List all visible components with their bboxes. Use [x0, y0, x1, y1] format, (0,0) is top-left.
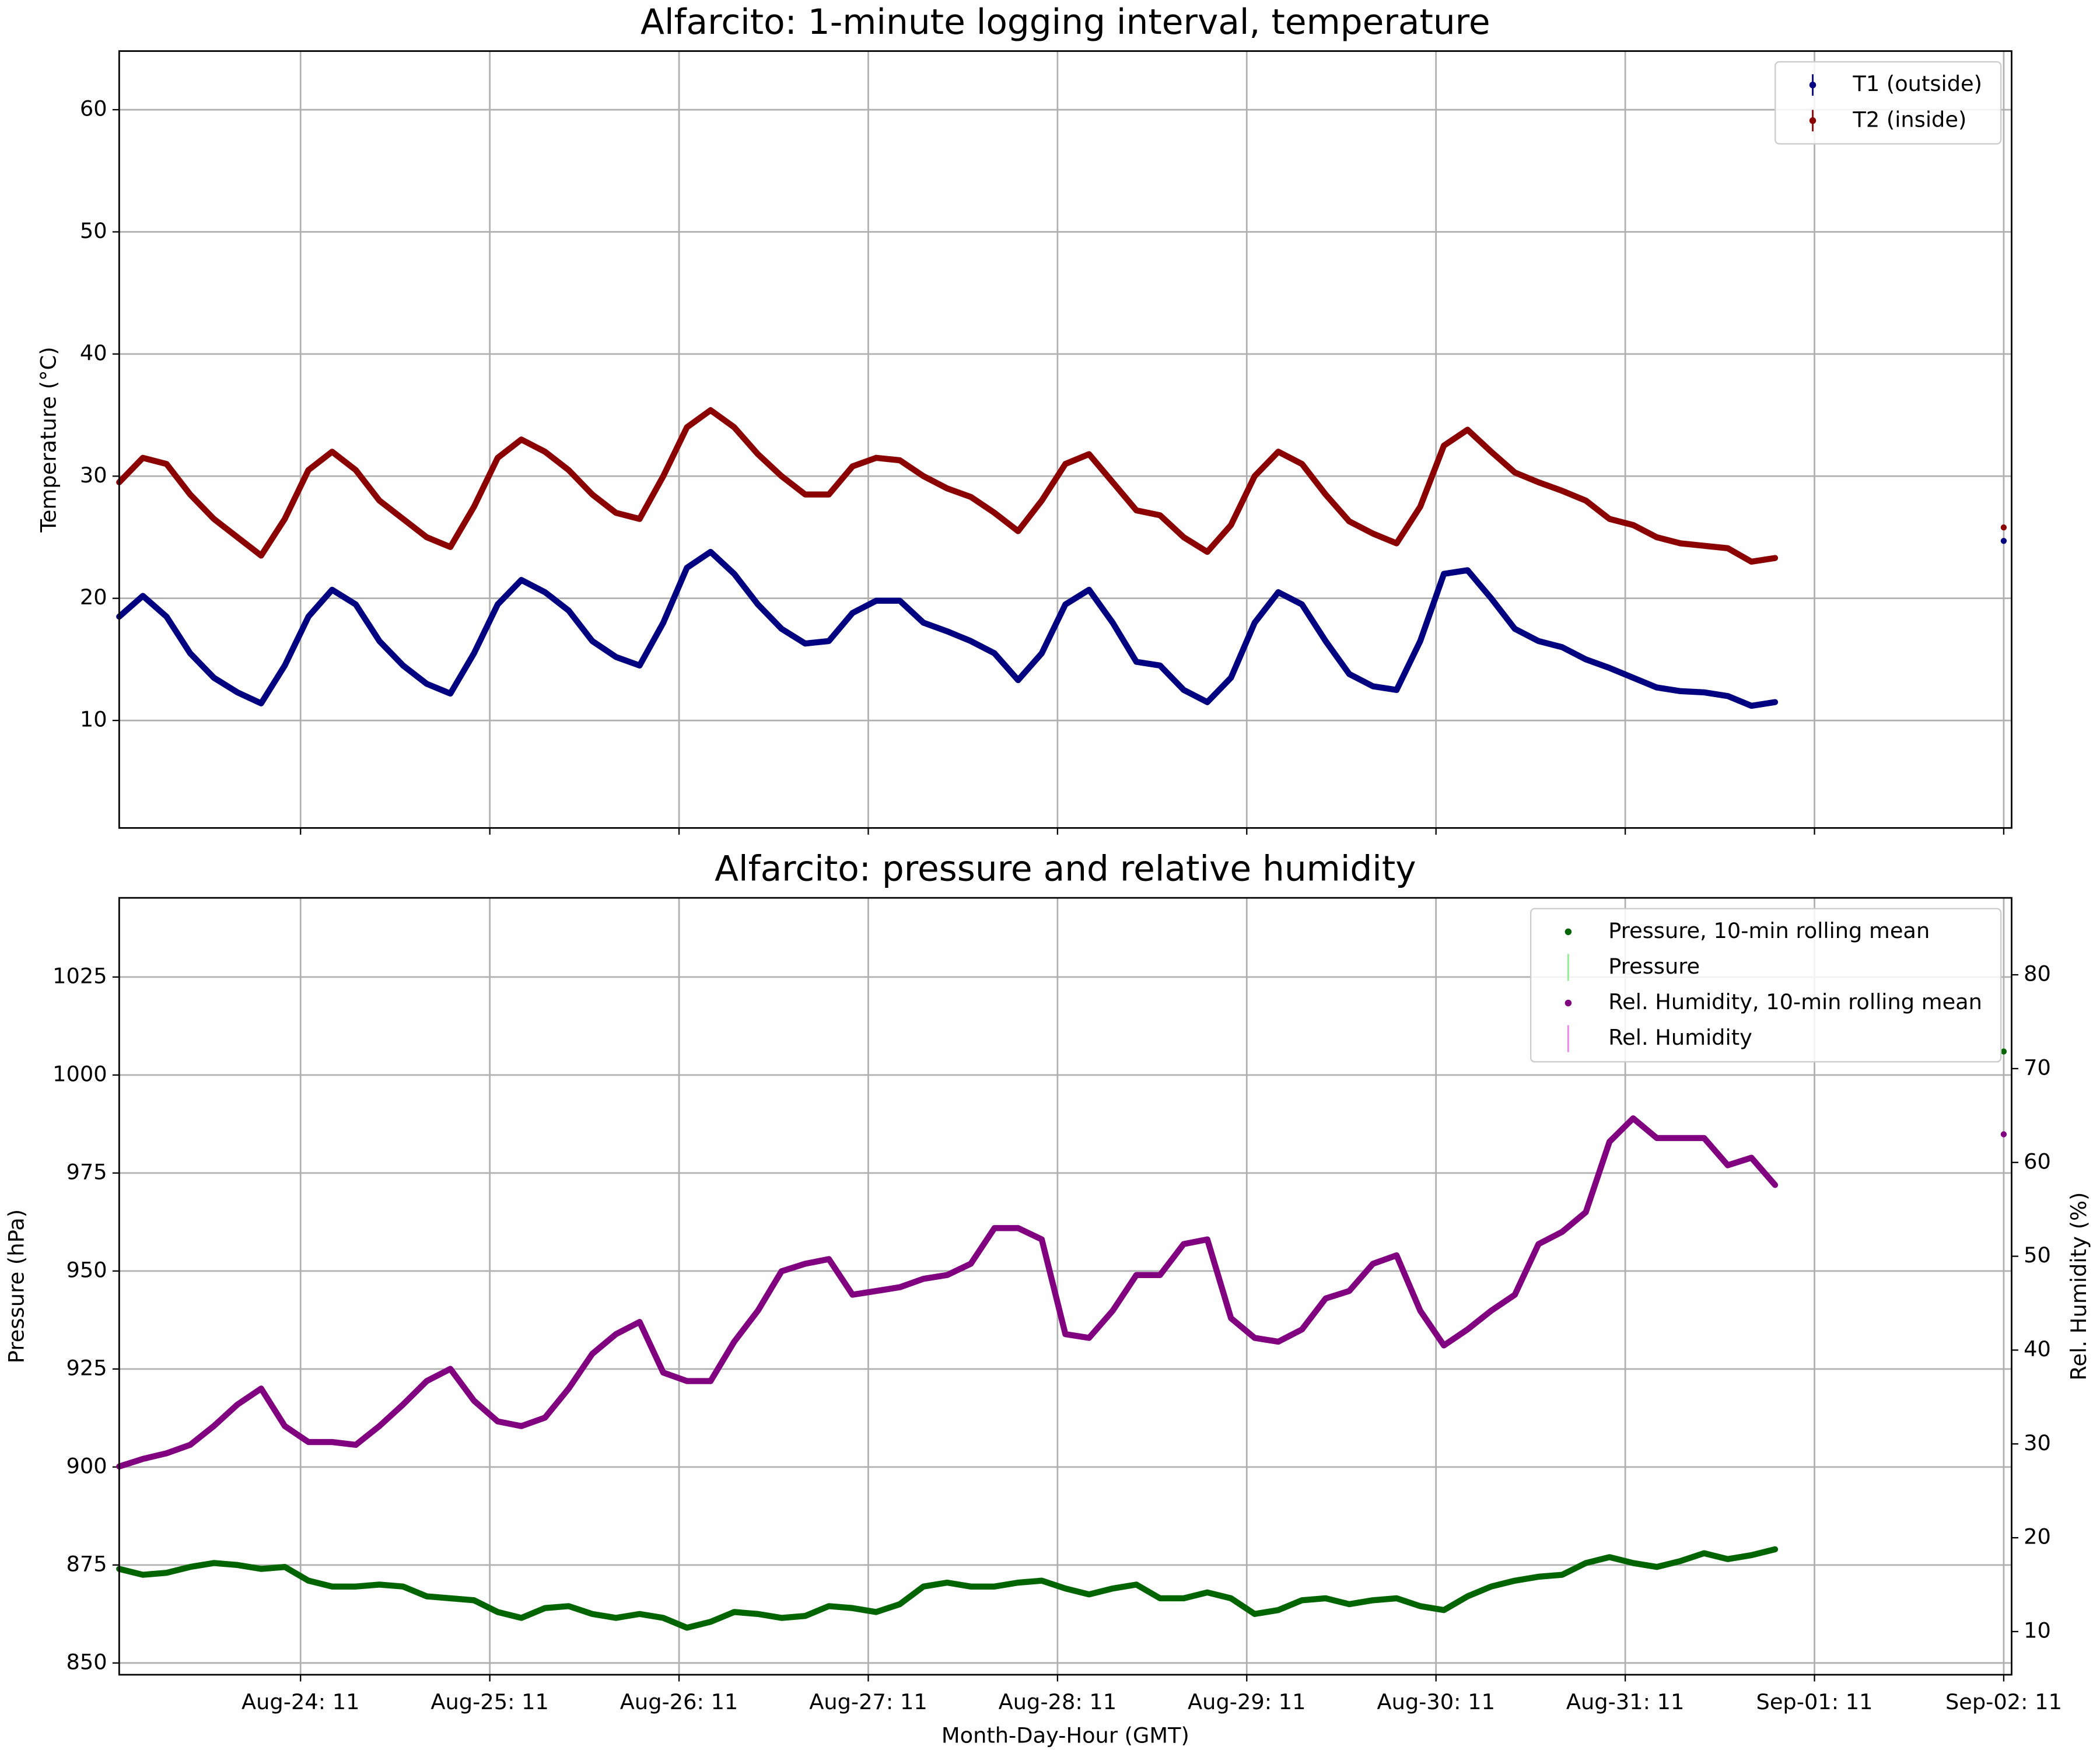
x-tick-label: Sep-02: 11	[1945, 1689, 2062, 1714]
axes-frame	[118, 897, 2013, 1676]
y-tick-label: 950	[66, 1257, 107, 1282]
x-tick-label: Aug-24: 11	[242, 1689, 360, 1714]
series-line	[116, 1048, 2007, 1631]
x-tick-label: Aug-31: 11	[1566, 1689, 1685, 1714]
y2-tick-label: 60	[2024, 1149, 2051, 1174]
y2-axis-label: Rel. Humidity (%)	[2066, 1192, 2091, 1381]
y-tick-label: 850	[66, 1649, 107, 1674]
series-line	[116, 407, 2007, 565]
series-line	[116, 538, 2007, 709]
y-tick-label: 1025	[52, 963, 107, 988]
y-axis-label: Temperature (°C)	[36, 346, 61, 533]
y-tick-label: 900	[66, 1453, 107, 1478]
legend-label: Pressure, 10-min rolling mean	[1608, 918, 1930, 943]
y-tick-label: 40	[80, 340, 107, 365]
legend-marker	[1809, 117, 1817, 124]
chart-title: Alfarcito: pressure and relative humidit…	[715, 849, 1416, 890]
y-tick-label: 975	[66, 1159, 107, 1184]
legend-label: Rel. Humidity, 10-min rolling mean	[1608, 989, 1982, 1014]
y-axis-label: Pressure (hPa)	[4, 1209, 29, 1363]
y2-tick-label: 80	[2024, 961, 2051, 986]
axes-frame	[118, 50, 2013, 829]
y-tick-label: 1000	[52, 1061, 107, 1086]
y2-tick-label: 10	[2024, 1618, 2051, 1643]
x-tick-label: Aug-26: 11	[620, 1689, 738, 1714]
y-tick-label: 875	[66, 1551, 107, 1576]
legend: Pressure, 10-min rolling mean Pressure Rel…	[1530, 908, 2002, 1063]
x-axis-label: Month-Day-Hour (GMT)	[942, 1723, 1189, 1748]
legend-box	[1530, 908, 2002, 1063]
x-tick-label: Aug-27: 11	[809, 1689, 928, 1714]
legend-marker	[1564, 928, 1572, 936]
legend: T1 (outside) T2 (inside)	[1774, 61, 2002, 145]
y2-tick-label: 70	[2024, 1055, 2051, 1080]
x-tick-label: Aug-29: 11	[1188, 1689, 1306, 1714]
legend-marker	[1564, 999, 1572, 1007]
y2-tick-label: 20	[2024, 1524, 2051, 1549]
legend-marker	[1809, 81, 1817, 89]
legend-label: Pressure	[1608, 954, 1700, 979]
legend-label: T2 (inside)	[1852, 107, 1966, 132]
y-tick-label: 30	[80, 463, 107, 488]
y-tick-label: 20	[80, 584, 107, 610]
legend-box	[1774, 61, 2002, 145]
y-tick-label: 10	[80, 707, 107, 732]
y2-tick-label: 40	[2024, 1336, 2051, 1362]
y-tick-label: 925	[66, 1355, 107, 1380]
chart-title: Alfarcito: 1-minute logging interval, te…	[640, 2, 1490, 43]
x-tick-label: Aug-28: 11	[999, 1689, 1117, 1714]
legend-label: T1 (outside)	[1852, 71, 1982, 96]
y2-tick-label: 50	[2024, 1242, 2051, 1268]
series-line	[116, 1115, 2007, 1470]
y-tick-label: 60	[80, 96, 107, 121]
legend-label: Rel. Humidity	[1608, 1025, 1752, 1050]
x-tick-label: Sep-01: 11	[1756, 1689, 1873, 1714]
y-tick-label: 50	[80, 218, 107, 243]
x-tick-label: Aug-25: 11	[430, 1689, 549, 1714]
x-tick-label: Aug-30: 11	[1377, 1689, 1495, 1714]
y2-tick-label: 30	[2024, 1430, 2051, 1455]
